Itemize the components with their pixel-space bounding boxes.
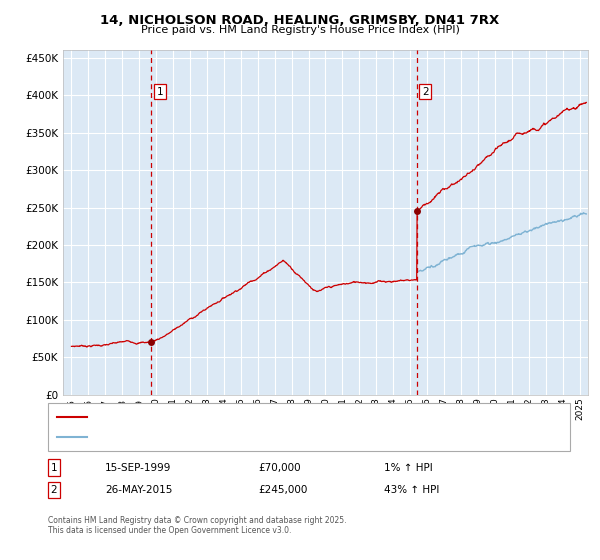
Text: 26-MAY-2015: 26-MAY-2015 xyxy=(105,485,172,495)
Text: 2: 2 xyxy=(422,87,428,96)
Text: 1% ↑ HPI: 1% ↑ HPI xyxy=(384,463,433,473)
Text: £70,000: £70,000 xyxy=(258,463,301,473)
Text: 1: 1 xyxy=(157,87,163,96)
Text: Price paid vs. HM Land Registry's House Price Index (HPI): Price paid vs. HM Land Registry's House … xyxy=(140,25,460,35)
Text: 43% ↑ HPI: 43% ↑ HPI xyxy=(384,485,439,495)
Text: £245,000: £245,000 xyxy=(258,485,307,495)
Text: 1: 1 xyxy=(50,463,58,473)
Text: HPI: Average price, detached house, North East Lincolnshire: HPI: Average price, detached house, Nort… xyxy=(93,432,387,442)
Text: 15-SEP-1999: 15-SEP-1999 xyxy=(105,463,172,473)
Text: Contains HM Land Registry data © Crown copyright and database right 2025.: Contains HM Land Registry data © Crown c… xyxy=(48,516,347,525)
Text: 2: 2 xyxy=(50,485,58,495)
Text: 14, NICHOLSON ROAD, HEALING, GRIMSBY, DN41 7RX (detached house): 14, NICHOLSON ROAD, HEALING, GRIMSBY, DN… xyxy=(93,412,447,422)
Text: 14, NICHOLSON ROAD, HEALING, GRIMSBY, DN41 7RX: 14, NICHOLSON ROAD, HEALING, GRIMSBY, DN… xyxy=(100,14,500,27)
Text: This data is licensed under the Open Government Licence v3.0.: This data is licensed under the Open Gov… xyxy=(48,526,292,535)
